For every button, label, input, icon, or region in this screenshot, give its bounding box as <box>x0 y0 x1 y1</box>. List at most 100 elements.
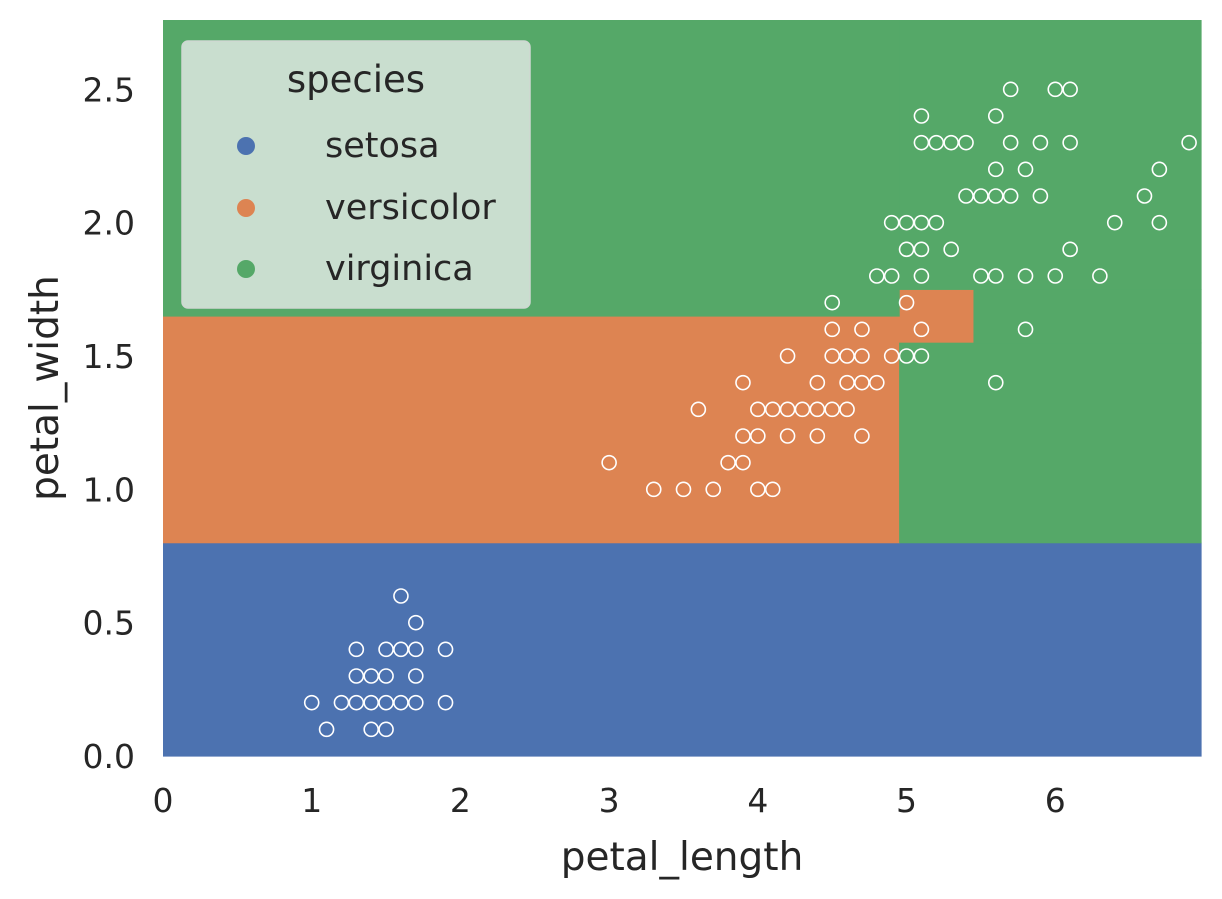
data-point-70 <box>928 214 945 231</box>
data-point-57 <box>883 268 900 284</box>
data-point-41 <box>809 401 826 418</box>
legend-label-virginica: virginica <box>325 249 474 289</box>
data-point-37 <box>779 401 796 418</box>
data-point-49 <box>839 348 855 364</box>
data-point-78 <box>987 374 1004 391</box>
data-point-67 <box>913 214 930 231</box>
y-tick-label: 0.0 <box>83 737 135 776</box>
data-point-56 <box>883 348 900 364</box>
data-point-79 <box>987 268 1004 284</box>
data-point-39 <box>794 401 811 418</box>
legend-swatch-virginica <box>237 260 255 278</box>
data-point-58 <box>883 214 900 231</box>
data-point-38 <box>779 348 796 364</box>
x-axis-label: petal_length <box>561 835 804 880</box>
data-point-28 <box>735 454 751 471</box>
data-point-7 <box>363 694 379 711</box>
legend-title: species <box>287 58 425 101</box>
data-point-24 <box>675 481 692 498</box>
data-point-27 <box>720 454 736 471</box>
data-point-96 <box>1092 268 1108 284</box>
data-point-50 <box>854 428 870 444</box>
y-axis-label: petal_width <box>23 275 68 501</box>
data-point-35 <box>764 401 781 418</box>
data-point-62 <box>898 214 915 231</box>
data-point-60 <box>898 294 915 311</box>
data-point-94 <box>1062 134 1078 151</box>
x-tick-label: 0 <box>153 781 174 820</box>
data-point-53 <box>854 321 870 338</box>
data-point-54 <box>869 374 885 391</box>
data-point-26 <box>705 481 722 498</box>
data-point-43 <box>824 401 840 418</box>
decision-regions <box>163 20 1202 757</box>
data-point-97 <box>1106 214 1123 231</box>
data-point-34 <box>764 481 781 498</box>
data-point-63 <box>913 348 930 364</box>
data-point-101 <box>1181 134 1197 151</box>
data-point-17 <box>408 668 424 684</box>
data-point-64 <box>913 321 930 338</box>
data-point-87 <box>1017 268 1034 284</box>
x-axis-ticks: 0 1 2 3 4 5 6 <box>153 781 1066 820</box>
legend-label-setosa: setosa <box>325 126 440 166</box>
data-point-31 <box>750 481 766 498</box>
data-point-36 <box>779 428 796 444</box>
data-point-52 <box>854 348 870 364</box>
data-point-2 <box>333 694 350 711</box>
data-point-66 <box>913 241 930 258</box>
data-point-29 <box>735 428 751 444</box>
data-point-4 <box>348 668 365 684</box>
x-tick-label: 3 <box>599 781 620 820</box>
data-point-12 <box>378 641 394 658</box>
data-point-77 <box>973 188 989 204</box>
data-point-91 <box>1047 268 1064 284</box>
decision-region-virginica-4 <box>899 342 1202 544</box>
data-point-75 <box>958 134 974 151</box>
data-point-89 <box>1032 188 1049 204</box>
y-tick-label: 2.5 <box>83 70 135 109</box>
data-point-74 <box>958 188 974 204</box>
data-point-92 <box>1047 81 1064 98</box>
data-point-90 <box>1032 134 1049 151</box>
legend-swatch-setosa <box>237 137 255 155</box>
data-point-21 <box>437 641 454 658</box>
data-point-80 <box>987 188 1004 204</box>
data-point-81 <box>987 161 1004 178</box>
data-point-98 <box>1136 188 1153 204</box>
data-point-5 <box>348 641 365 658</box>
data-point-22 <box>601 454 617 471</box>
data-point-100 <box>1151 161 1168 178</box>
data-point-9 <box>378 721 394 738</box>
y-tick-label: 1.5 <box>83 337 135 376</box>
data-point-14 <box>393 641 409 658</box>
data-point-68 <box>913 134 930 151</box>
data-point-76 <box>973 268 989 284</box>
legend-swatch-versicolor <box>237 199 255 217</box>
data-point-44 <box>824 348 840 364</box>
decision-region-virginica-5 <box>899 20 1202 290</box>
data-point-1 <box>318 721 335 738</box>
x-tick-label: 2 <box>450 781 471 820</box>
data-point-25 <box>690 401 707 418</box>
data-point-88 <box>1017 161 1034 178</box>
data-point-86 <box>1017 321 1034 338</box>
decision-region-setosa-0 <box>163 542 1202 757</box>
decision-region-versicolor-1 <box>163 316 900 544</box>
data-point-72 <box>943 241 959 258</box>
data-point-93 <box>1062 241 1078 258</box>
data-point-85 <box>1002 81 1019 98</box>
data-point-33 <box>750 401 766 418</box>
data-point-6 <box>363 721 379 738</box>
data-point-47 <box>839 401 855 418</box>
data-point-69 <box>913 108 930 124</box>
data-point-13 <box>393 694 409 711</box>
data-point-55 <box>869 268 885 284</box>
decision-region-virginica-6 <box>973 289 1202 344</box>
legend-label-versicolor: versicolor <box>325 188 496 228</box>
y-tick-label: 1.0 <box>83 470 135 509</box>
data-point-15 <box>393 588 409 604</box>
data-point-8 <box>363 668 379 684</box>
data-point-18 <box>408 641 424 658</box>
data-point-10 <box>378 694 394 711</box>
